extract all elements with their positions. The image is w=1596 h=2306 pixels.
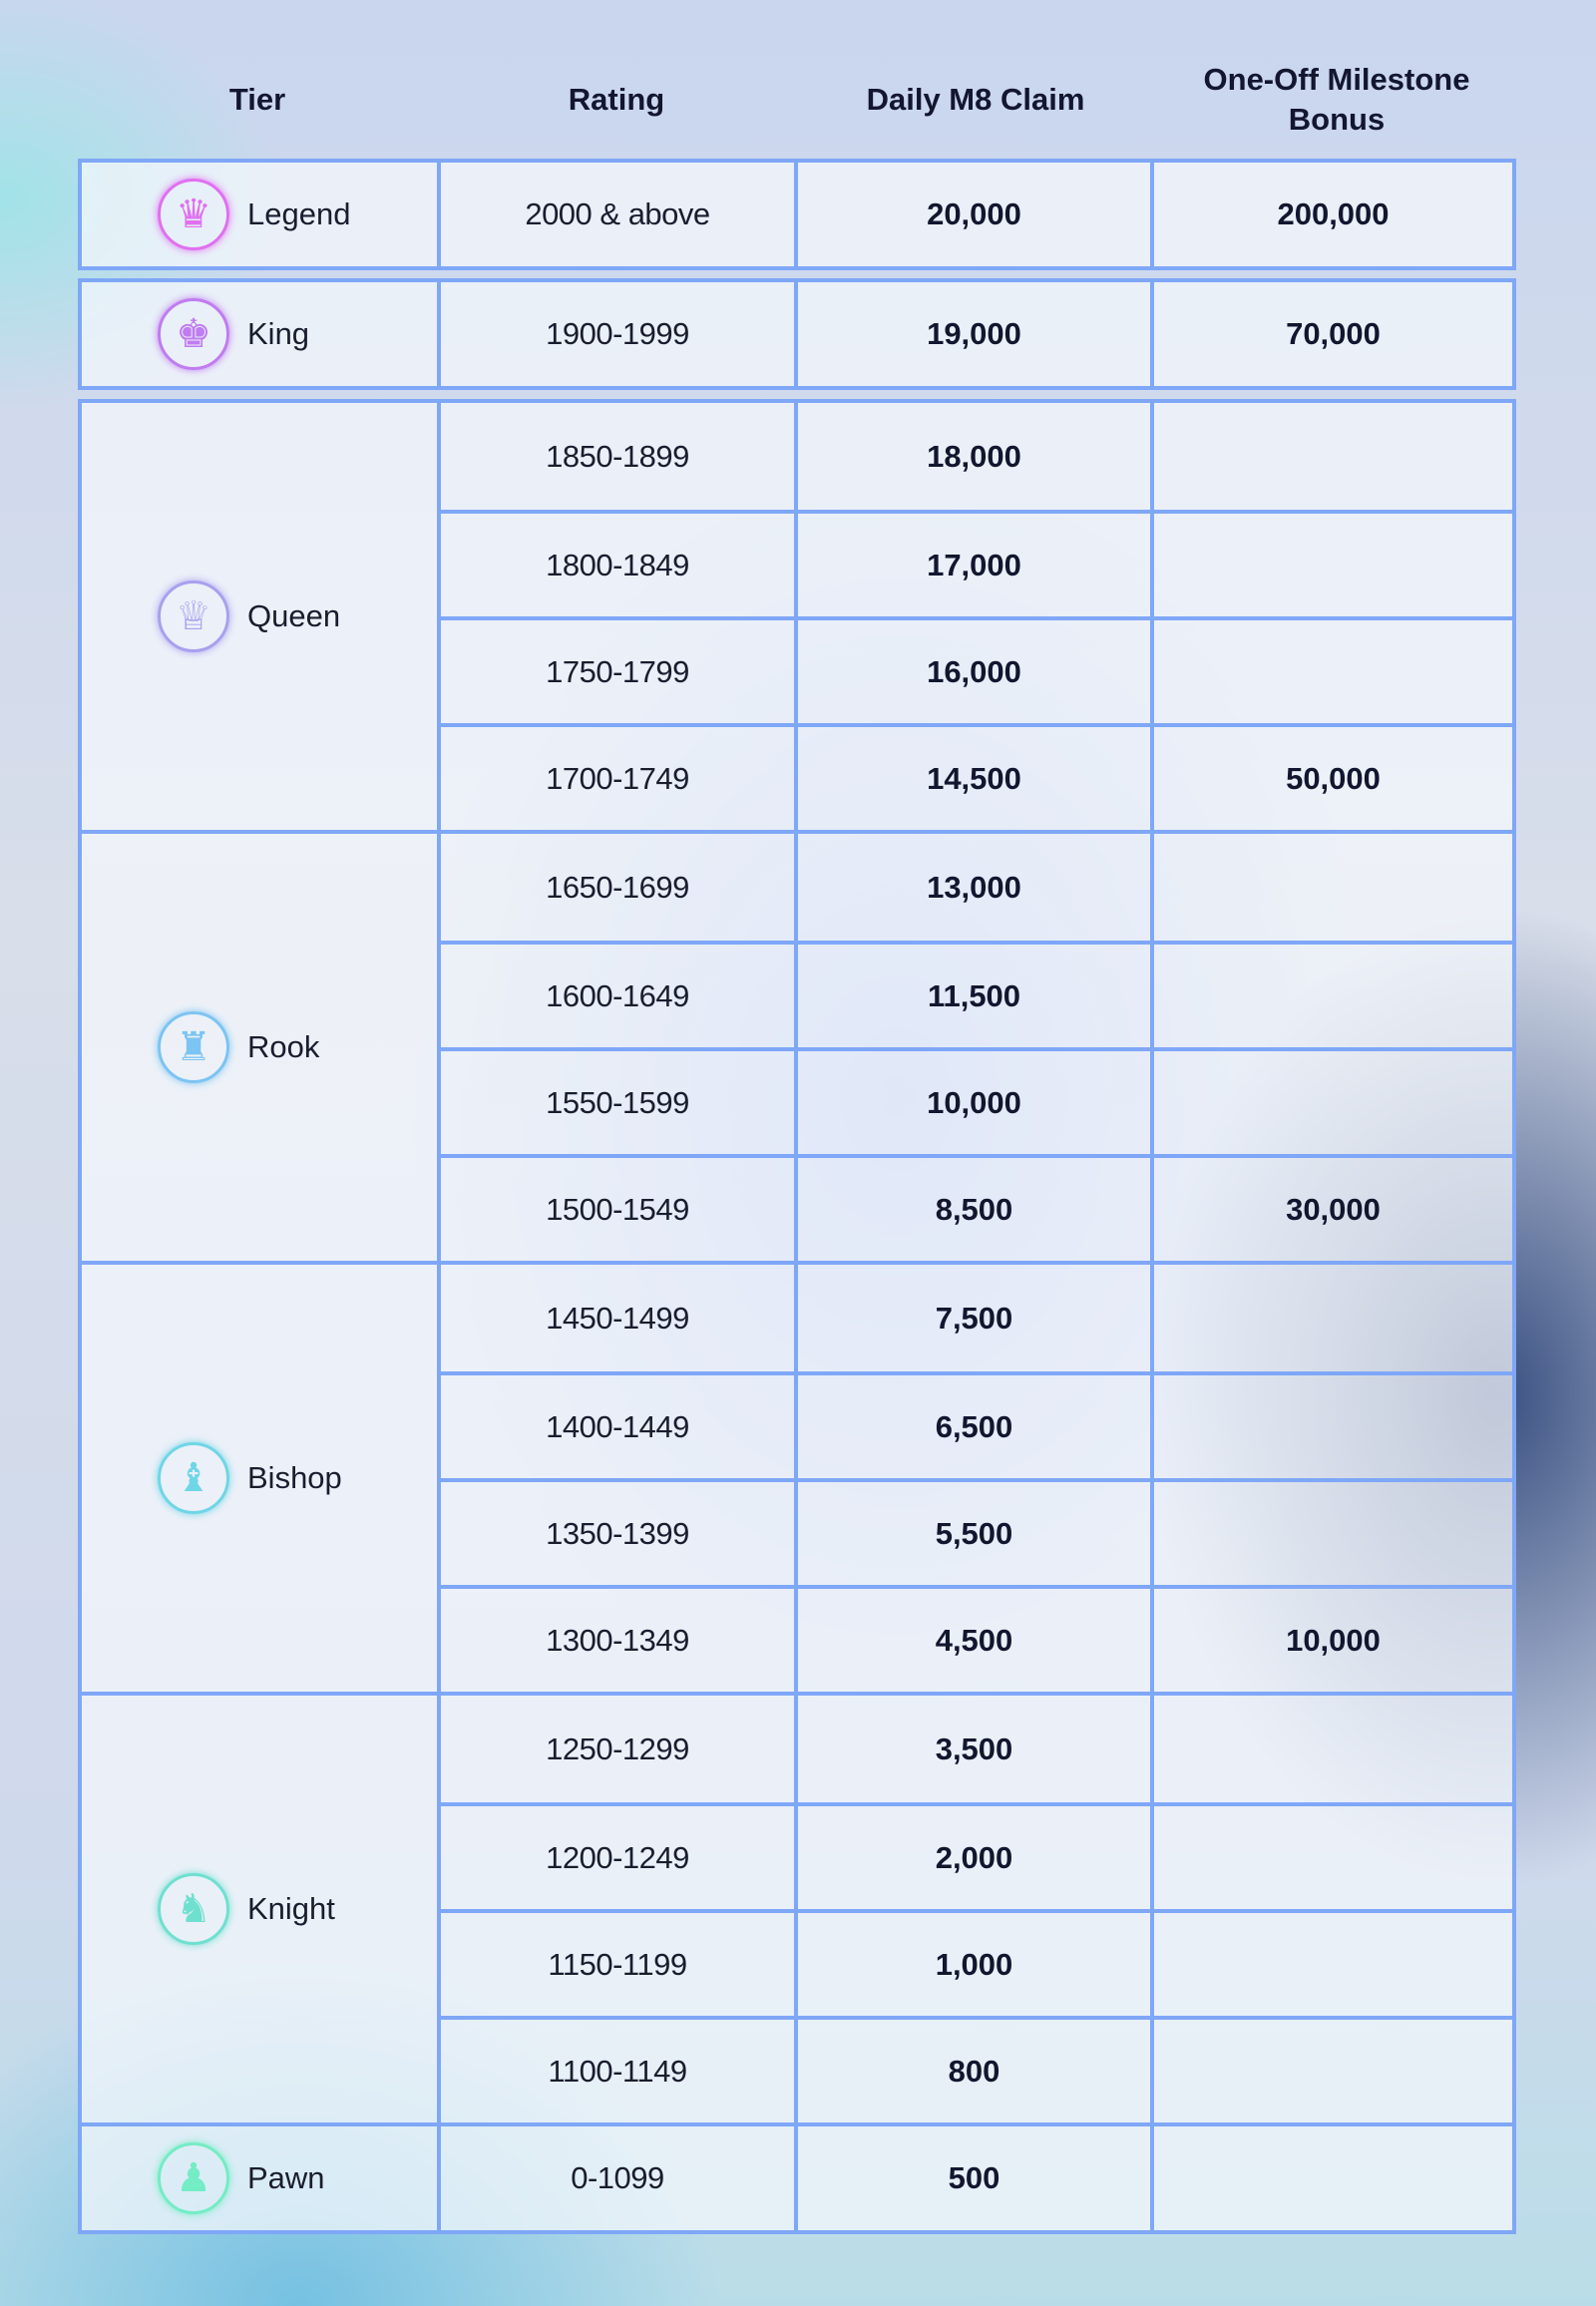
- daily-claim-cell: 800: [798, 2016, 1154, 2122]
- tier-group-bishop: ♝ Bishop 1450-1499 7,500 1400-1449 6,500 1350-…: [78, 1261, 1516, 1696]
- milestone-bonus-cell: 10,000: [1154, 1585, 1512, 1692]
- daily-claim-cell: 1,000: [798, 1909, 1154, 2016]
- rating-cell: 1150-1199: [441, 1909, 798, 2016]
- milestone-bonus-cell: [1154, 2126, 1512, 2230]
- rating-cell: 1450-1499: [441, 1265, 798, 1371]
- rating-cell: 1350-1399: [441, 1478, 798, 1585]
- milestone-bonus-cell: [1154, 941, 1512, 1047]
- daily-claim-cell: 11,500: [798, 941, 1154, 1047]
- tier-cell: ♜ Rook: [82, 834, 441, 1261]
- milestone-bonus-cell: [1154, 616, 1512, 723]
- header-milestone-bonus: One-Off Milestone Bonus: [1203, 62, 1470, 137]
- tier-group-knight: ♞ Knight 1250-1299 3,500 1200-1249 2,000 1150-…: [78, 1692, 1516, 2126]
- rating-cell: 1200-1249: [441, 1802, 798, 1909]
- tier-group-legend: ♛ Legend 2000 & above 20,000 200,000: [78, 159, 1516, 270]
- daily-claim-cell: 2,000: [798, 1802, 1154, 1909]
- milestone-bonus-cell: [1154, 403, 1512, 510]
- milestone-bonus-cell: 50,000: [1154, 723, 1512, 830]
- rating-cell: 1100-1149: [441, 2016, 798, 2122]
- tier-name: Queen: [247, 598, 341, 633]
- milestone-bonus-cell: [1154, 1478, 1512, 1585]
- milestone-bonus-cell: [1154, 834, 1512, 941]
- daily-claim-cell: 500: [798, 2126, 1154, 2230]
- pawn-icon: ♟: [158, 2142, 229, 2214]
- milestone-bonus-cell: [1154, 1265, 1512, 1371]
- rating-cell: 1250-1299: [441, 1696, 798, 1802]
- daily-claim-cell: 10,000: [798, 1047, 1154, 1154]
- milestone-bonus-cell: [1154, 510, 1512, 616]
- tier-name: Bishop: [247, 1460, 342, 1495]
- daily-claim-cell: 3,500: [798, 1696, 1154, 1802]
- daily-claim-cell: 4,500: [798, 1585, 1154, 1692]
- daily-claim-cell: 17,000: [798, 510, 1154, 616]
- daily-claim-cell: 14,500: [798, 723, 1154, 830]
- rating-cell: 1750-1799: [441, 616, 798, 723]
- milestone-bonus-cell: [1154, 1047, 1512, 1154]
- rating-cell: 0-1099: [441, 2126, 798, 2230]
- rating-cell: 1650-1699: [441, 834, 798, 941]
- milestone-bonus-cell: 30,000: [1154, 1154, 1512, 1261]
- milestone-bonus-cell: [1154, 1802, 1512, 1909]
- daily-claim-cell: 19,000: [798, 282, 1154, 386]
- header-rating: Rating: [568, 82, 665, 117]
- tier-name: Rook: [247, 1029, 320, 1064]
- tier-group-king: ♚ King 1900-1999 19,000 70,000: [78, 278, 1516, 390]
- rating-cell: 2000 & above: [441, 163, 798, 266]
- header-daily-claim: Daily M8 Claim: [866, 82, 1085, 117]
- rating-cell: 1300-1349: [441, 1585, 798, 1692]
- rating-cell: 1850-1899: [441, 403, 798, 510]
- rating-cell: 1500-1549: [441, 1154, 798, 1261]
- tier-cell: ♕ Queen: [82, 403, 441, 830]
- queen-crown-icon: ♕: [158, 580, 229, 652]
- tier-cell: ♚ King: [82, 282, 441, 386]
- penguin-crest-icon: ♛: [158, 179, 229, 250]
- daily-claim-cell: 13,000: [798, 834, 1154, 941]
- rook-icon: ♜: [158, 1011, 229, 1083]
- bishop-icon: ♝: [158, 1442, 229, 1514]
- milestone-bonus-cell: [1154, 2016, 1512, 2122]
- tier-group-pawn: ♟ Pawn 0-1099 500: [78, 2122, 1516, 2234]
- milestone-bonus-cell: 70,000: [1286, 316, 1381, 351]
- milestone-bonus-cell: 200,000: [1277, 196, 1390, 231]
- milestone-bonus-cell: [1154, 1696, 1512, 1802]
- daily-claim-cell: 6,500: [798, 1371, 1154, 1478]
- tier-cell: ♝ Bishop: [82, 1265, 441, 1692]
- header-tier: Tier: [228, 82, 286, 117]
- tier-group-queen: ♕ Queen 1850-1899 18,000 1800-1849 17,000 1750…: [78, 399, 1516, 834]
- daily-claim-cell: 7,500: [798, 1265, 1154, 1371]
- tier-name: Knight: [247, 1891, 335, 1926]
- daily-claim-cell: 20,000: [798, 163, 1154, 266]
- rating-cell: 1800-1849: [441, 510, 798, 616]
- milestone-bonus-cell: [1154, 1371, 1512, 1478]
- daily-claim-cell: 5,500: [798, 1478, 1154, 1585]
- tier-name: Pawn: [247, 2160, 325, 2195]
- daily-claim-cell: 18,000: [798, 403, 1154, 510]
- rating-cell: 1700-1749: [441, 723, 798, 830]
- tier-group-rook: ♜ Rook 1650-1699 13,000 1600-1649 11,500 1550-…: [78, 830, 1516, 1265]
- tier-cell: ♛ Legend: [82, 163, 441, 266]
- rating-cell: 1400-1449: [441, 1371, 798, 1478]
- rating-cell: 1600-1649: [441, 941, 798, 1047]
- tier-cell: ♞ Knight: [82, 1696, 441, 2122]
- daily-claim-cell: 8,500: [798, 1154, 1154, 1261]
- milestone-bonus-cell: [1154, 1909, 1512, 2016]
- knight-icon: ♞: [158, 1873, 229, 1945]
- daily-claim-cell: 16,000: [798, 616, 1154, 723]
- rating-cell: 1550-1599: [441, 1047, 798, 1154]
- tier-name: Legend: [247, 196, 351, 231]
- tier-name: King: [247, 316, 310, 351]
- tier-cell: ♟ Pawn: [82, 2126, 441, 2230]
- rating-cell: 1900-1999: [441, 282, 798, 386]
- king-crown-icon: ♚: [158, 298, 229, 370]
